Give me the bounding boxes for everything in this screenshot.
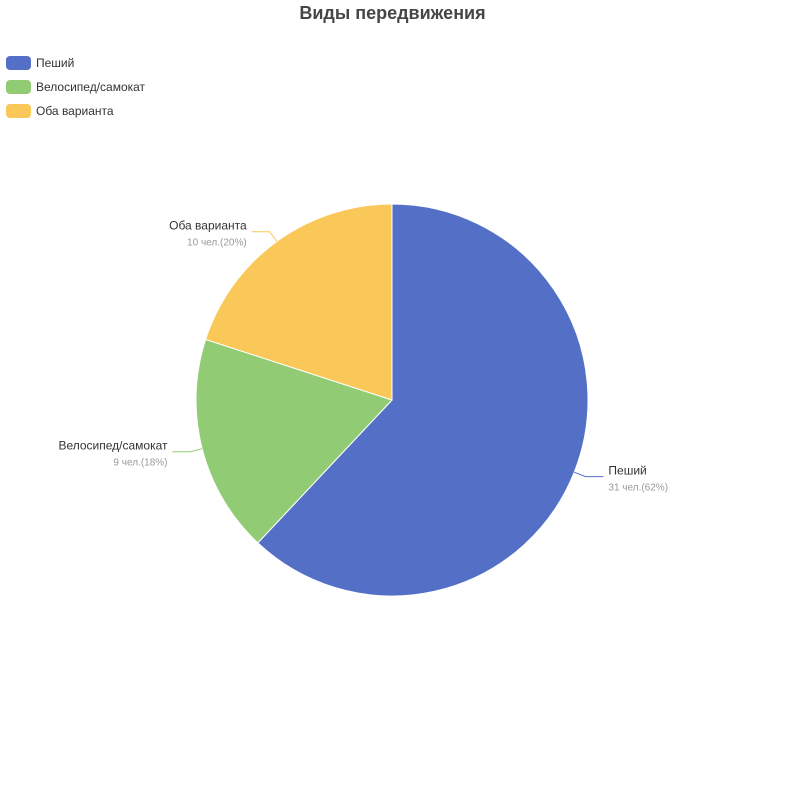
slice-label-bike: Велосипед/самокат (58, 439, 168, 453)
pie-slice-both[interactable] (204, 203, 393, 401)
legend-swatch-bike (6, 80, 31, 94)
legend-label-walking: Пеший (36, 56, 75, 70)
pie-slices (195, 203, 589, 597)
label-line-walking (574, 471, 604, 478)
chart-title: Виды передвижения (299, 3, 486, 23)
legend-item-both[interactable]: Оба варианта (6, 99, 145, 123)
legend-swatch-walking (6, 56, 31, 70)
pie-labels: Пеший 31 чел.(62%) Велосипед/самокат 9 ч… (58, 219, 668, 494)
label-line-both (251, 231, 278, 242)
slice-detail-bike: 9 чел.(18%) (113, 458, 167, 469)
slice-label-both: Оба варианта (169, 219, 247, 233)
legend-label-both: Оба варианта (36, 104, 114, 118)
slice-detail-both: 10 чел.(20%) (187, 238, 247, 249)
slice-detail-walking: 31 чел.(62%) (608, 483, 668, 494)
legend-item-bike[interactable]: Велосипед/самокат (6, 75, 145, 99)
label-line-bike (172, 448, 203, 453)
legend-item-walking[interactable]: Пеший (6, 51, 145, 75)
slice-label-walking: Пеший (608, 464, 646, 478)
legend-label-bike: Велосипед/самокат (36, 80, 146, 94)
legend: Пеший Велосипед/самокат Оба варианта (6, 51, 145, 123)
legend-swatch-both (6, 104, 31, 118)
